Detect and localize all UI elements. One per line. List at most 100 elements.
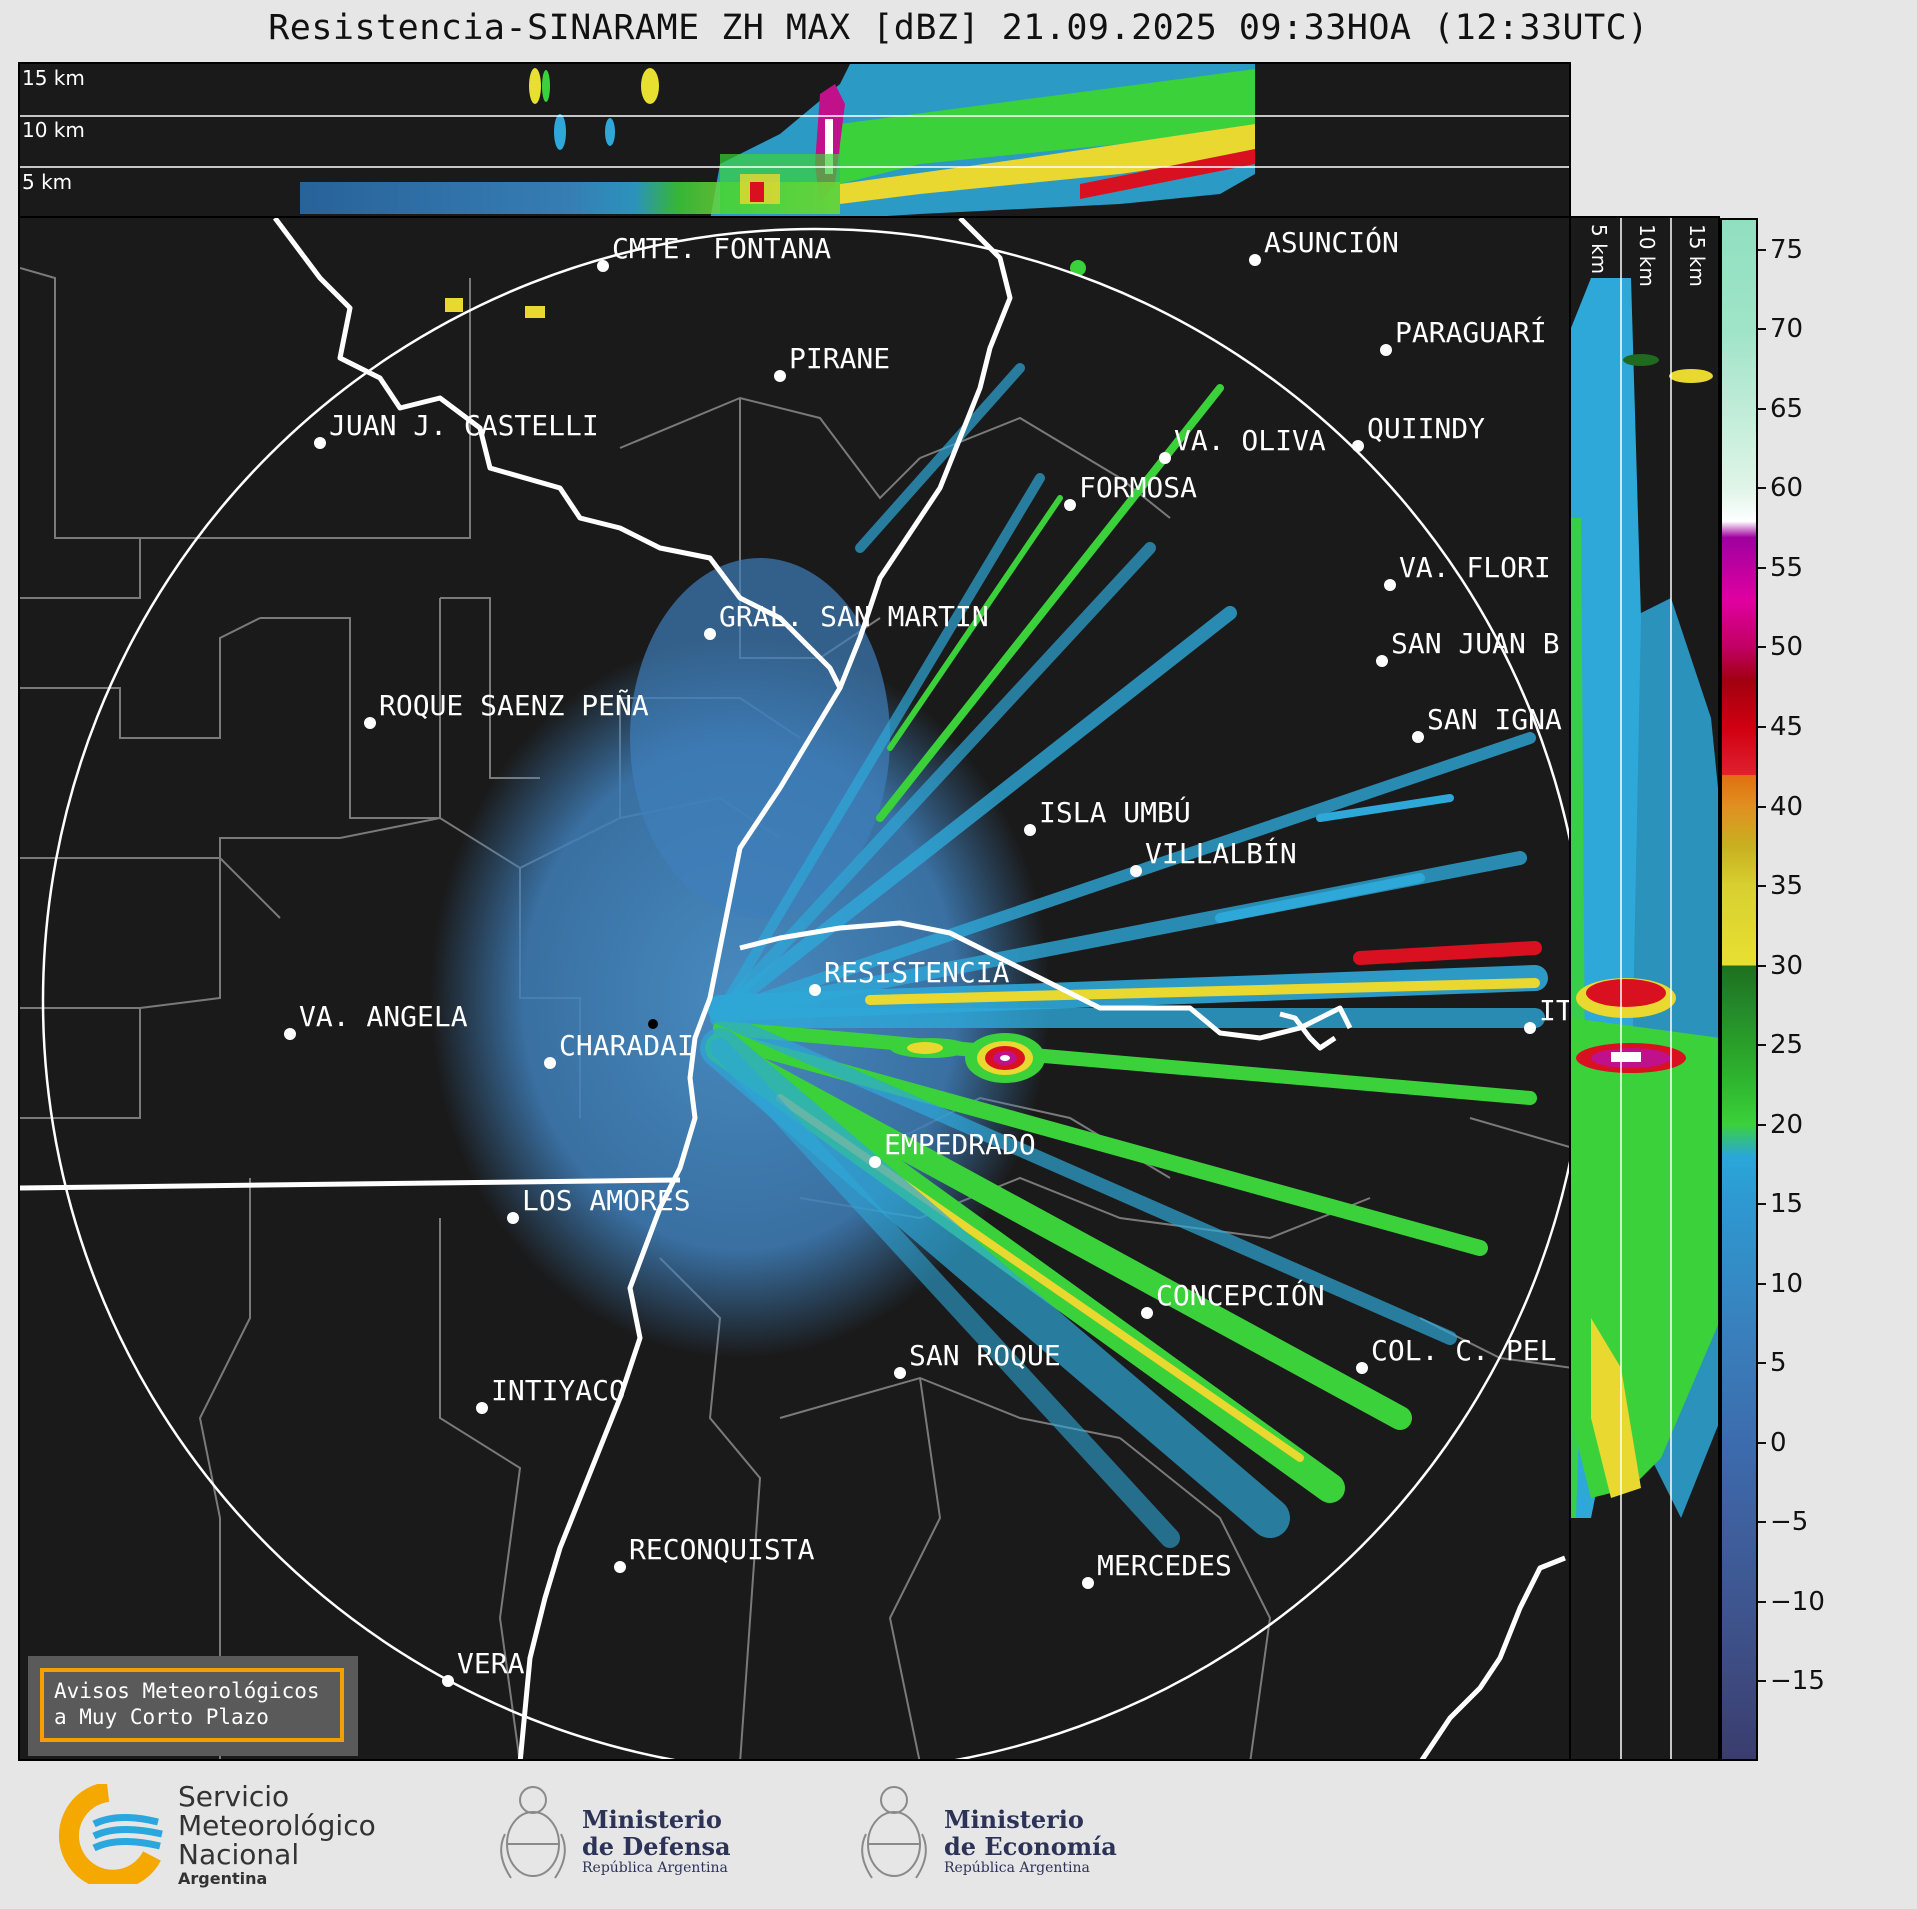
height-label-15: 15 km (22, 66, 85, 90)
colorbar-tick-label: −15 (1770, 1666, 1825, 1697)
city-marker[interactable] (1356, 1362, 1368, 1374)
city-marker[interactable] (1380, 344, 1392, 356)
colorbar-tick-label: −10 (1770, 1586, 1825, 1617)
city-label: LOS AMORES (522, 1184, 691, 1217)
city-label: CMTE. FONTANA (612, 232, 832, 265)
colorbar-tick-label: 0 (1770, 1427, 1787, 1458)
colorbar-tick-mark (1758, 1362, 1766, 1365)
city-marker[interactable] (704, 628, 716, 640)
city-label: VA. OLIVA (1174, 424, 1326, 457)
city-label: PIRANE (789, 342, 891, 375)
city-marker[interactable] (1024, 824, 1036, 836)
economia-sub: República Argentina (944, 1860, 1090, 1876)
colorbar-tick-label: 55 (1770, 552, 1804, 583)
city-label: ISLA UMBÚ (1039, 796, 1191, 829)
coat-of-arms-icon (861, 1786, 927, 1879)
city-marker[interactable] (1524, 1022, 1536, 1034)
city-marker[interactable] (1412, 731, 1424, 743)
colorbar-tick-label: 35 (1770, 871, 1804, 902)
alert-link[interactable]: Avisos Meteorológicos a Muy Corto Plazo (40, 1668, 344, 1742)
colorbar-tick-mark (1758, 726, 1766, 729)
city-label: EMPEDRADO (884, 1128, 1036, 1161)
colorbar-tick-mark (1758, 885, 1766, 888)
radar-map[interactable]: CMTE. FONTANA ASUNCIÓN PARAGUARÍ PIRANE JUAN… (18, 216, 1571, 1761)
city-marker[interactable] (284, 1028, 296, 1040)
city-marker[interactable] (1249, 254, 1261, 266)
defensa-line-1: Ministerio (582, 1805, 722, 1834)
colorbar-tick-mark (1758, 407, 1766, 410)
radar-map-graphics (20, 218, 1569, 1759)
city-label: RESISTENCIA (824, 956, 1010, 989)
colorbar-tick-mark (1758, 646, 1766, 649)
side-height-10: 10 km (1635, 224, 1659, 287)
colorbar-tick-mark (1758, 1680, 1766, 1683)
coat-of-arms-icon (500, 1786, 566, 1879)
city-marker[interactable] (894, 1367, 906, 1379)
city-label: ROQUE SAENZ PEÑA (379, 689, 649, 722)
city-marker[interactable] (442, 1675, 454, 1687)
top-cross-section: 15 km 10 km 5 km (18, 62, 1571, 218)
defensa-wordmark: Ministerio de Defensa República Argentin… (582, 1806, 731, 1876)
smn-country: Argentina (178, 1869, 268, 1888)
colorbar-tick-mark (1758, 328, 1766, 331)
colorbar-tick-mark (1758, 805, 1766, 808)
city-marker[interactable] (774, 370, 786, 382)
colorbar-tick-label: 60 (1770, 473, 1804, 504)
city-label: INTIYACO (491, 1374, 626, 1407)
colorbar-tick-label: 5 (1770, 1348, 1787, 1379)
colorbar-tick-label: 45 (1770, 712, 1804, 743)
city-label: CONCEPCIÓN (1156, 1279, 1325, 1312)
dbz-colorbar (1720, 218, 1758, 1761)
city-marker[interactable] (1384, 579, 1396, 591)
city-marker[interactable] (364, 717, 376, 729)
city-marker[interactable] (1159, 452, 1171, 464)
city-marker[interactable] (544, 1057, 556, 1069)
defensa-sub: República Argentina (582, 1860, 728, 1876)
defensa-line-2: de Defensa (582, 1832, 731, 1861)
city-marker[interactable] (507, 1212, 519, 1224)
city-label: VA. FLORI (1399, 551, 1551, 584)
colorbar-tick-mark (1758, 1044, 1766, 1047)
city-marker[interactable] (614, 1561, 626, 1573)
colorbar-tick-mark (1758, 248, 1766, 251)
city-marker[interactable] (476, 1402, 488, 1414)
city-label: COL. C. PEL (1371, 1334, 1557, 1367)
alert-panel[interactable]: Avisos Meteorológicos a Muy Corto Plazo (28, 1656, 358, 1756)
colorbar-tick-label: 70 (1770, 314, 1804, 345)
city-marker[interactable] (1064, 499, 1076, 511)
colorbar-tick-label: 10 (1770, 1268, 1804, 1299)
city-label: ASUNCIÓN (1264, 226, 1399, 259)
city-label: IT (1539, 994, 1571, 1027)
city-label: RECONQUISTA (629, 1533, 815, 1566)
side-height-5: 5 km (1587, 224, 1611, 275)
colorbar-tick-label: −5 (1770, 1507, 1809, 1538)
colorbar-tick-label: 25 (1770, 1030, 1804, 1061)
colorbar-tick-label: 20 (1770, 1109, 1804, 1140)
colorbar-tick-mark (1758, 1600, 1766, 1603)
colorbar-tick-mark (1758, 487, 1766, 490)
city-marker[interactable] (314, 437, 326, 449)
colorbar-tick-mark (1758, 1441, 1766, 1444)
height-label-10: 10 km (22, 118, 85, 142)
city-label: VA. ANGELA (299, 1000, 468, 1033)
colorbar-tick-label: 15 (1770, 1189, 1804, 1220)
smn-line-1: Servicio (178, 1780, 290, 1813)
city-marker[interactable] (1352, 440, 1364, 452)
range-ring (41, 227, 1569, 1759)
city-marker[interactable] (1376, 655, 1388, 667)
colorbar-tick-mark (1758, 1521, 1766, 1524)
footer: Servicio Meteorológico Nacional Argentin… (0, 1762, 1917, 1909)
city-label: SAN ROQUE (909, 1339, 1061, 1372)
city-label: FORMOSA (1079, 471, 1198, 504)
city-marker[interactable] (869, 1156, 881, 1168)
city-marker[interactable] (597, 260, 609, 272)
colorbar-tick-mark (1758, 1203, 1766, 1206)
colorbar-tick-label: 30 (1770, 950, 1804, 981)
city-marker[interactable] (1141, 1307, 1153, 1319)
colorbar-tick-mark (1758, 1282, 1766, 1285)
city-marker[interactable] (1130, 865, 1142, 877)
smn-logo-icon (58, 1784, 163, 1884)
city-marker[interactable] (1082, 1577, 1094, 1589)
city-marker[interactable] (809, 984, 821, 996)
radar-echoes (700, 363, 1548, 1548)
